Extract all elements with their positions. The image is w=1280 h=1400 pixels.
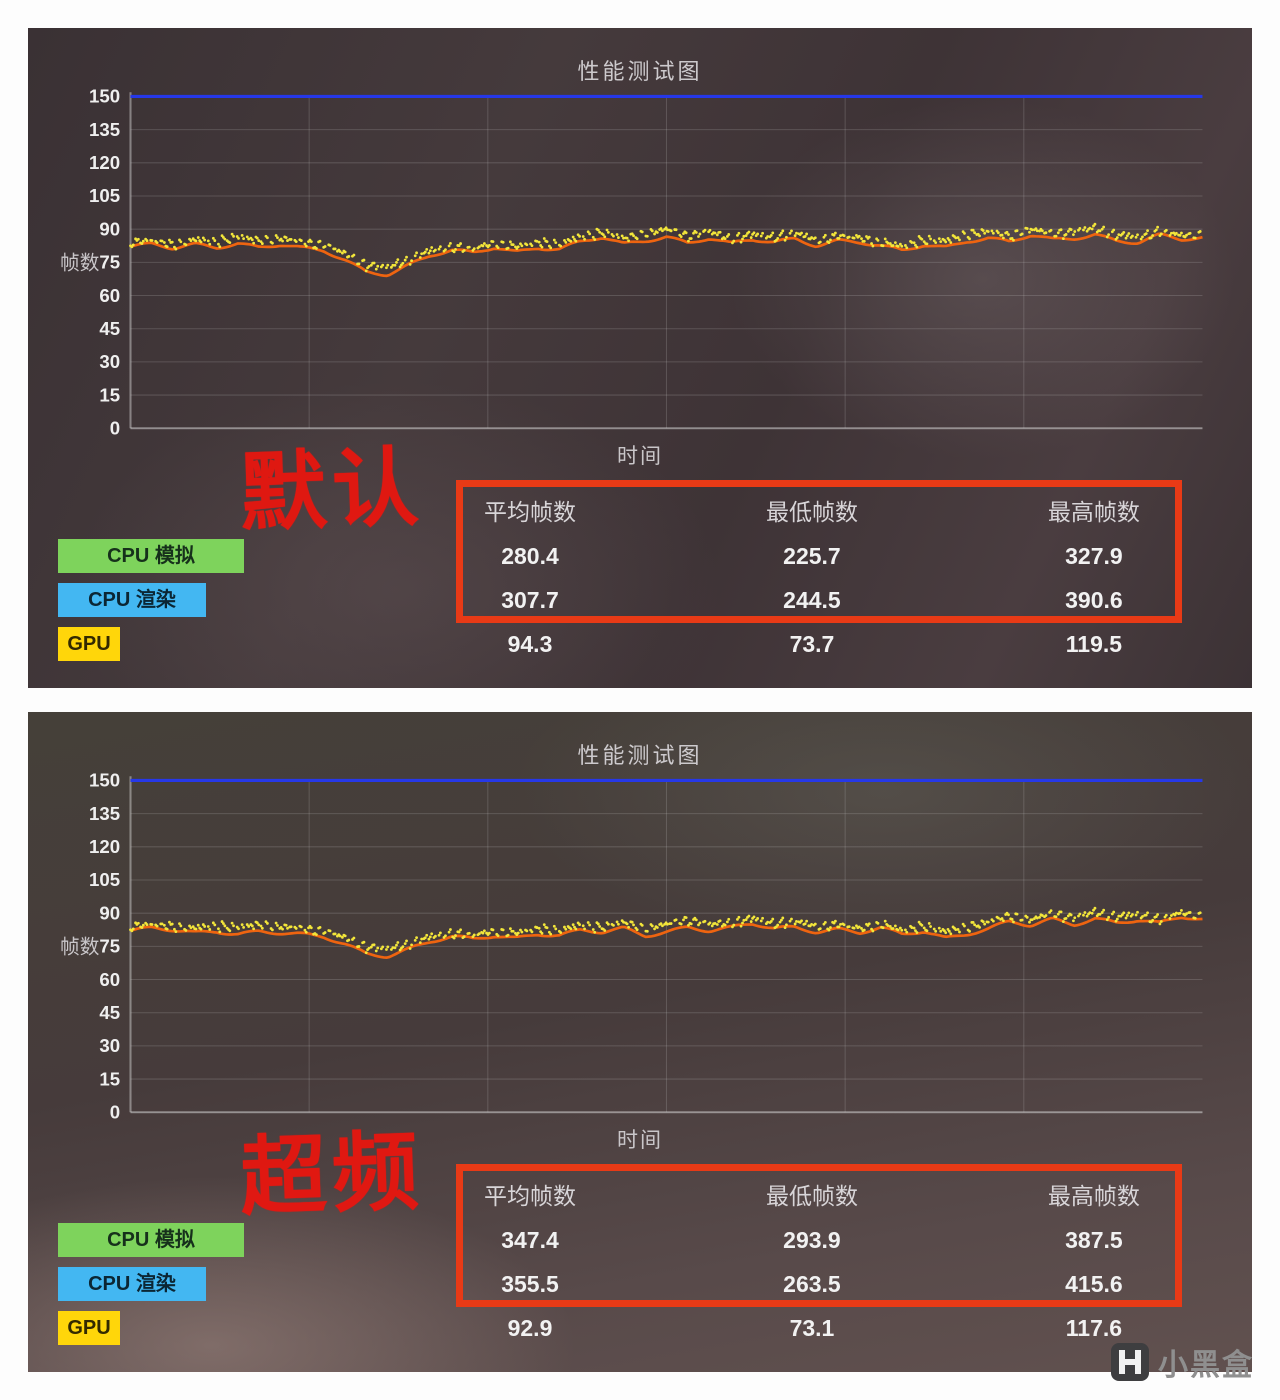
stat-value: 73.7 xyxy=(789,631,835,657)
svg-text:帧数: 帧数 xyxy=(60,937,100,959)
watermark: 小黑盒 xyxy=(1111,1340,1254,1384)
svg-text:150: 150 xyxy=(89,770,120,791)
svg-text:15: 15 xyxy=(99,384,120,405)
svg-text:30: 30 xyxy=(99,351,120,372)
stat-value: 92.9 xyxy=(507,1315,553,1341)
stat-value: 327.9 xyxy=(1065,543,1123,569)
svg-text:120: 120 xyxy=(89,836,120,857)
benchmark-panel-default: 性能测试图 0 15 30 45 60 75 90 105 120 135 150 帧数 时间 默认 … xyxy=(28,28,1252,688)
svg-text:15: 15 xyxy=(99,1068,120,1089)
svg-text:45: 45 xyxy=(99,1002,120,1023)
highlight-box xyxy=(456,480,1182,623)
svg-text:90: 90 xyxy=(99,218,120,239)
stat-value: 73.1 xyxy=(789,1315,835,1341)
col-header-max: 最高帧数 xyxy=(1047,1183,1140,1209)
benchmark-panel-overclock: 性能测试图 0 15 30 45 60 75 90 105 120 135 150 帧数 时间 超频 … xyxy=(28,712,1252,1372)
row-label-cpu-render: CPU 渲染 xyxy=(58,583,206,617)
table-row-cpu-sim: 347.4 293.9 387.5 xyxy=(389,1218,1235,1262)
chart-title: 性能测试图 xyxy=(577,743,703,768)
stat-value: 415.6 xyxy=(1065,1271,1123,1297)
col-header-min: 最低帧数 xyxy=(765,1183,858,1209)
svg-text:0: 0 xyxy=(110,417,120,438)
stats-table: 平均帧数 最低帧数 最高帧数 280.4 225.7 327.9 307.7 2… xyxy=(389,490,1235,666)
svg-text:0: 0 xyxy=(110,1101,120,1122)
svg-text:45: 45 xyxy=(99,318,120,339)
svg-text:75: 75 xyxy=(99,252,120,273)
col-header-avg: 平均帧数 xyxy=(483,1183,576,1209)
col-header-min: 最低帧数 xyxy=(765,499,858,525)
table-header-row: 平均帧数 最低帧数 最高帧数 xyxy=(389,490,1235,534)
stats-table: 平均帧数 最低帧数 最高帧数 347.4 293.9 387.5 355.5 2… xyxy=(389,1174,1235,1350)
stat-value: 119.5 xyxy=(1065,631,1123,657)
col-header-avg: 平均帧数 xyxy=(483,499,576,525)
stamp-default: 默认 xyxy=(238,439,426,543)
stat-value: 355.5 xyxy=(501,1271,559,1297)
stat-value: 244.5 xyxy=(783,587,841,613)
row-label-cpu-render: CPU 渲染 xyxy=(58,1267,206,1301)
x-axis-label: 时间 xyxy=(617,445,663,468)
row-label-gpu: GPU xyxy=(58,627,120,661)
x-axis-label: 时间 xyxy=(617,1129,663,1152)
row-label-cpu-sim: CPU 模拟 xyxy=(58,1223,244,1257)
svg-text:75: 75 xyxy=(99,936,120,957)
svg-text:135: 135 xyxy=(89,803,120,824)
svg-text:105: 105 xyxy=(89,185,120,206)
row-label-cpu-sim: CPU 模拟 xyxy=(58,539,244,573)
svg-text:90: 90 xyxy=(99,902,120,923)
svg-text:30: 30 xyxy=(99,1035,120,1056)
stat-value: 347.4 xyxy=(501,1227,559,1253)
svg-text:60: 60 xyxy=(99,285,120,306)
stat-value: 263.5 xyxy=(783,1271,841,1297)
stat-value: 293.9 xyxy=(783,1227,841,1253)
stat-value: 307.7 xyxy=(501,587,559,613)
table-header-row: 平均帧数 最低帧数 最高帧数 xyxy=(389,1174,1235,1218)
svg-text:60: 60 xyxy=(99,969,120,990)
highlight-box xyxy=(456,1164,1182,1307)
heybox-logo-icon xyxy=(1111,1343,1149,1381)
performance-chart: 0 15 30 45 60 75 90 105 120 135 150 帧数 xyxy=(60,770,1203,1122)
stat-value: 117.6 xyxy=(1065,1315,1123,1341)
svg-text:105: 105 xyxy=(89,869,120,890)
stat-value: 225.7 xyxy=(783,543,841,569)
table-row-cpu-sim: 280.4 225.7 327.9 xyxy=(389,534,1235,578)
svg-text:150: 150 xyxy=(89,86,120,107)
stat-value: 390.6 xyxy=(1065,587,1123,613)
watermark-text: 小黑盒 xyxy=(1158,1349,1254,1382)
col-header-max: 最高帧数 xyxy=(1047,499,1140,525)
svg-text:120: 120 xyxy=(89,152,120,173)
row-label-gpu: GPU xyxy=(58,1311,120,1345)
performance-chart: 0 15 30 45 60 75 90 105 120 135 150 帧数 xyxy=(60,86,1203,438)
stamp-overclock: 超频 xyxy=(238,1123,426,1227)
table-row-cpu-render: 307.7 244.5 390.6 xyxy=(389,578,1235,622)
svg-text:135: 135 xyxy=(89,119,120,140)
stat-value: 280.4 xyxy=(501,543,559,569)
table-row-cpu-render: 355.5 263.5 415.6 xyxy=(389,1262,1235,1306)
table-row-gpu: 94.3 73.7 119.5 xyxy=(389,622,1235,666)
stat-value: 94.3 xyxy=(507,631,553,657)
stat-value: 387.5 xyxy=(1065,1227,1123,1253)
chart-title: 性能测试图 xyxy=(577,59,703,84)
table-row-gpu: 92.9 73.1 117.6 xyxy=(389,1306,1235,1350)
svg-text:帧数: 帧数 xyxy=(60,253,100,275)
